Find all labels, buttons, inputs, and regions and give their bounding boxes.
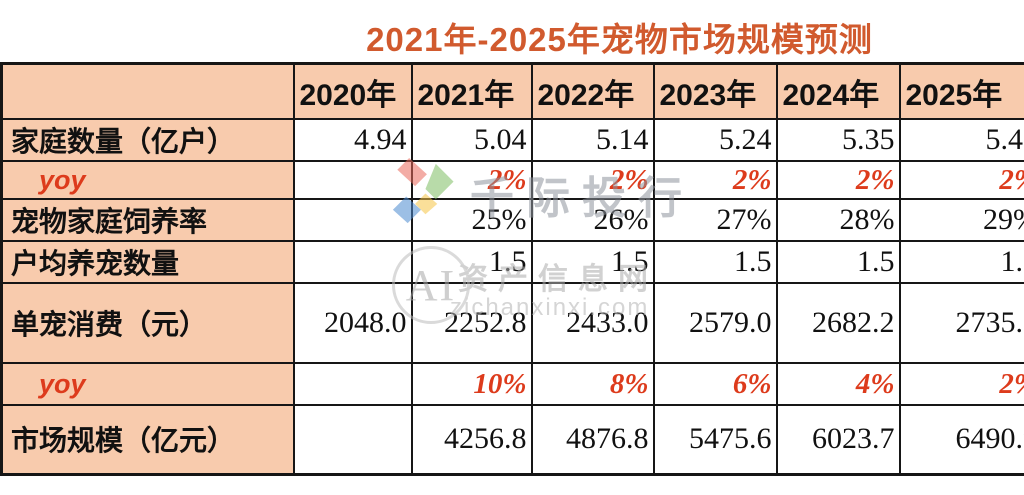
data-cell: 6490.9 bbox=[898, 404, 1024, 475]
row-label: yoy bbox=[0, 362, 295, 406]
table-row: 单宠消费（元） 2048.0 2252.8 2433.0 2579.0 2682.2 273… bbox=[0, 282, 1024, 364]
data-cell: 2579.0 bbox=[652, 282, 778, 364]
data-cell bbox=[292, 404, 413, 475]
data-cell: 1.5 bbox=[652, 240, 778, 284]
data-cell: 2433.0 bbox=[530, 282, 655, 364]
data-cell: 5.35 bbox=[775, 118, 901, 162]
data-cell: 2% bbox=[775, 160, 901, 200]
data-cell: 5.04 bbox=[410, 118, 533, 162]
data-cell bbox=[292, 240, 413, 284]
data-cell: 25% bbox=[410, 198, 533, 242]
column-header: 2024年 bbox=[775, 62, 901, 120]
data-cell bbox=[292, 362, 413, 406]
chart-title: 2021年-2025年宠物市场规模预测 bbox=[366, 21, 873, 58]
data-cell: 2% bbox=[898, 362, 1024, 406]
corner-cell bbox=[0, 62, 295, 120]
column-header: 2021年 bbox=[410, 62, 533, 120]
data-cell: 2% bbox=[530, 160, 655, 200]
data-cell: 28% bbox=[775, 198, 901, 242]
row-label: yoy bbox=[0, 160, 295, 200]
data-cell: 1.5 bbox=[410, 240, 533, 284]
data-cell bbox=[292, 160, 413, 200]
data-cell: 29% bbox=[898, 198, 1024, 242]
row-label: 户均养宠数量 bbox=[0, 240, 295, 284]
data-cell: 6% bbox=[652, 362, 778, 406]
column-header: 2025年 bbox=[898, 62, 1024, 120]
data-cell: 5.45 bbox=[898, 118, 1024, 162]
row-label: 宠物家庭饲养率 bbox=[0, 198, 295, 242]
row-label: 市场规模（亿元） bbox=[0, 404, 295, 475]
data-cell: 10% bbox=[410, 362, 533, 406]
data-cell bbox=[292, 198, 413, 242]
table-row: 宠物家庭饲养率 25%26%27%28%29% bbox=[0, 198, 1024, 242]
data-cell: 27% bbox=[652, 198, 778, 242]
data-cell: 2% bbox=[652, 160, 778, 200]
data-cell: 8% bbox=[530, 362, 655, 406]
data-cell: 2048.0 bbox=[292, 282, 413, 364]
table-header: 2020年 2021年 2022年 2023年 2024年 2025年 bbox=[0, 62, 1024, 120]
data-cell: 5.24 bbox=[652, 118, 778, 162]
table-row: yoy 10%8%6%4%2% bbox=[0, 362, 1024, 406]
column-header: 2023年 bbox=[652, 62, 778, 120]
data-cell: 4256.8 bbox=[410, 404, 533, 475]
data-cell: 4% bbox=[775, 362, 901, 406]
data-cell: 2% bbox=[898, 160, 1024, 200]
row-label: 单宠消费（元） bbox=[0, 282, 295, 364]
pet-market-forecast-table: 2020年 2021年 2022年 2023年 2024年 2025年 家庭数量（亿户） 4… bbox=[0, 62, 1024, 476]
data-cell: 1.5 bbox=[530, 240, 655, 284]
data-cell: 6023.7 bbox=[775, 404, 901, 475]
data-cell: 5475.6 bbox=[652, 404, 778, 475]
data-cell: 4.94 bbox=[292, 118, 413, 162]
data-cell: 2% bbox=[410, 160, 533, 200]
data-cell: 26% bbox=[530, 198, 655, 242]
data-cell: 4876.8 bbox=[530, 404, 655, 475]
column-header: 2020年 bbox=[292, 62, 413, 120]
data-cell: 2682.2 bbox=[775, 282, 901, 364]
table-row: 家庭数量（亿户）4.945.045.145.245.355.45 bbox=[0, 118, 1024, 162]
data-cell: 1.5 bbox=[898, 240, 1024, 284]
data-cell: 5.14 bbox=[530, 118, 655, 162]
row-label: 家庭数量（亿户） bbox=[0, 118, 295, 162]
table-body: 家庭数量（亿户）4.945.045.145.245.355.45yoy2%2%2… bbox=[0, 118, 1024, 475]
data-cell: 1.5 bbox=[775, 240, 901, 284]
data-cell: 2252.8 bbox=[410, 282, 533, 364]
column-header: 2022年 bbox=[530, 62, 655, 120]
data-cell: 2735.8 bbox=[898, 282, 1024, 364]
